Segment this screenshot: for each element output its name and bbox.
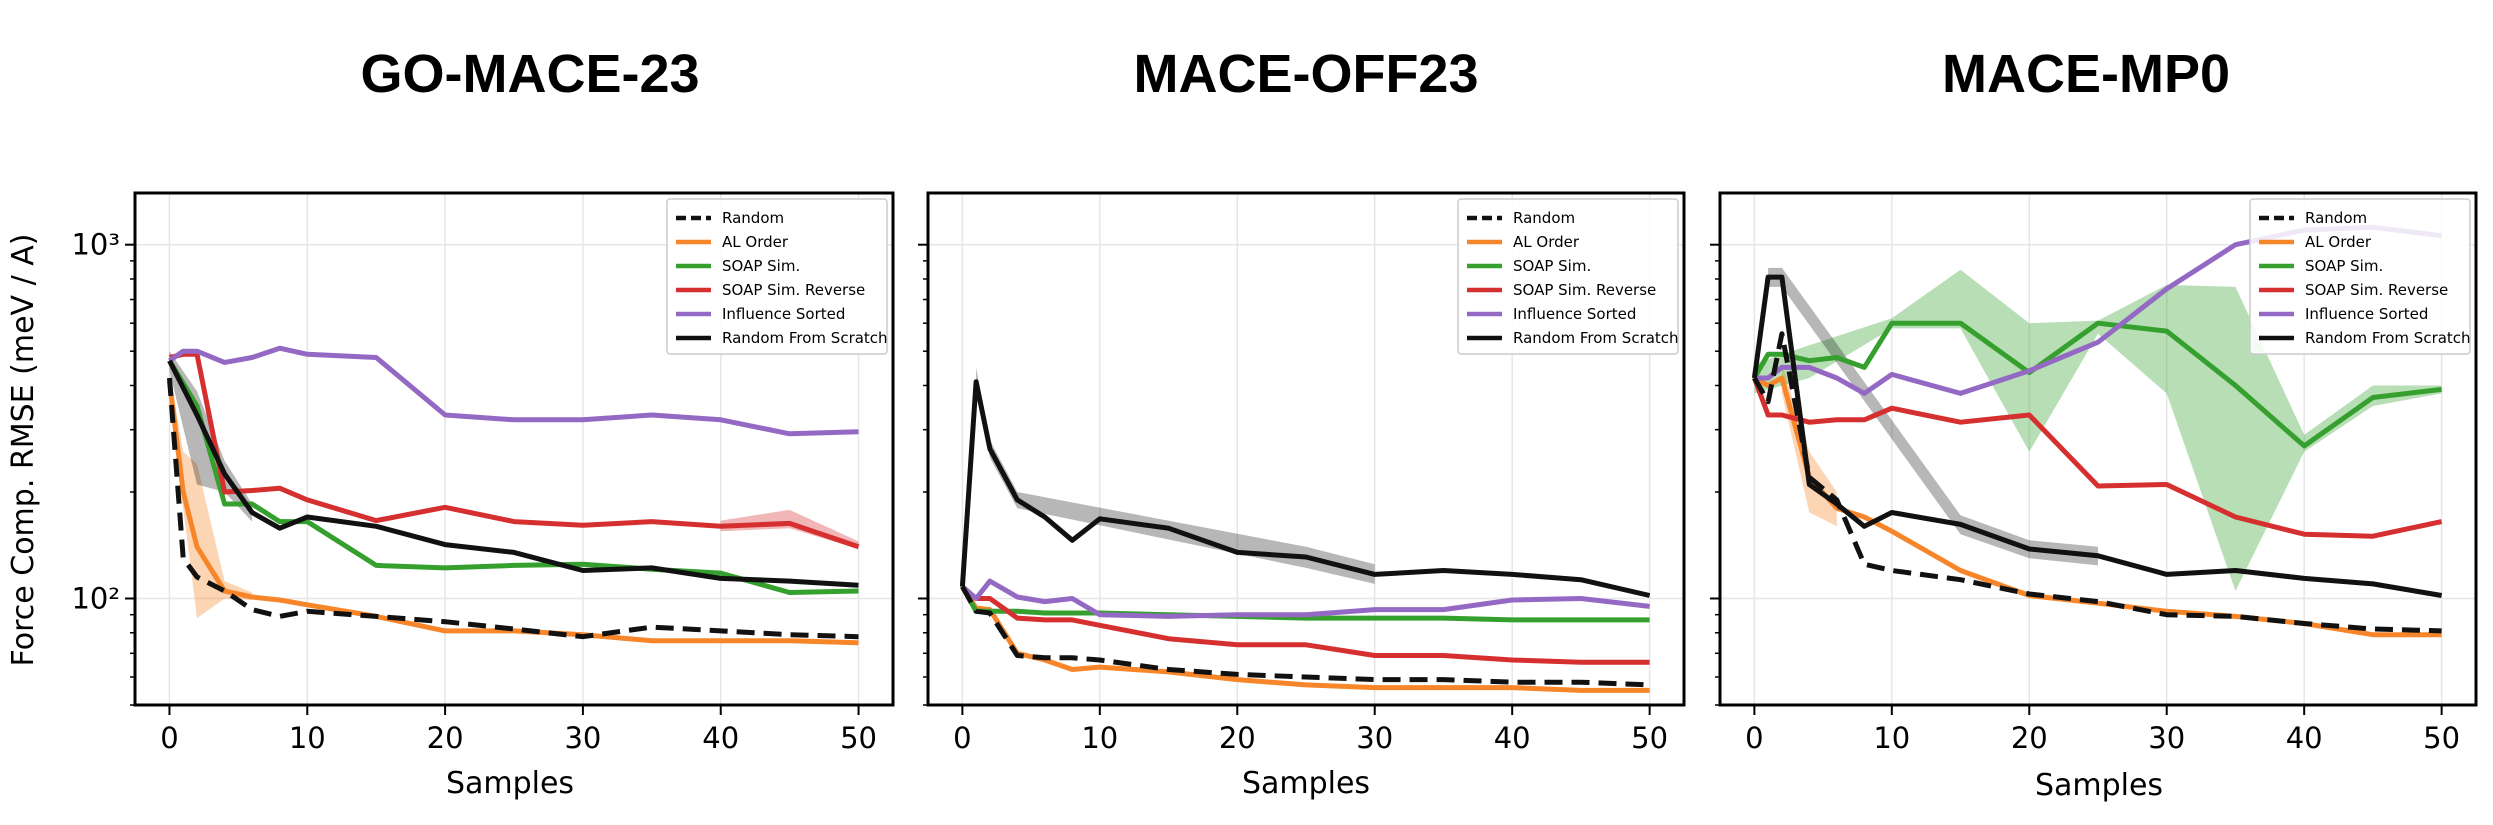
y-tick-label: 10³ bbox=[71, 228, 120, 262]
series-line-soap-sim-reverse bbox=[960, 584, 1650, 665]
series-line-random bbox=[167, 377, 859, 640]
series-line-soap-sim bbox=[167, 359, 859, 595]
series-line-random-from-scratch bbox=[959, 379, 1651, 598]
panel-mace-mp0: MACE-MP0 Samples 0 10 20 30 40 50 Random AL Ord… bbox=[1710, 44, 2478, 803]
series-line-influence-sorted bbox=[168, 345, 859, 437]
legend-label: SOAP Sim. bbox=[722, 257, 800, 275]
plot-frame bbox=[926, 191, 1686, 707]
panel-title: MACE-OFF23 bbox=[1133, 44, 1478, 104]
x-tick-label: 20 bbox=[427, 721, 464, 755]
legend-label: SOAP Sim. Reverse bbox=[1513, 281, 1656, 299]
legend-label: Influence Sorted bbox=[2305, 305, 2428, 323]
legend-label: AL Order bbox=[2305, 233, 2372, 251]
x-axis-label: Samples bbox=[1242, 766, 1370, 801]
panel-title: GO-MACE-23 bbox=[360, 44, 699, 104]
y-tick-label: 10² bbox=[71, 581, 120, 615]
band-soap-sim bbox=[1754, 269, 2442, 591]
x-tick-label: 50 bbox=[1631, 721, 1668, 755]
series-line-influence-sorted bbox=[960, 578, 1650, 619]
legend-box bbox=[1457, 198, 1679, 355]
x-tick-label: 0 bbox=[953, 721, 971, 755]
plot-frame bbox=[1718, 191, 2478, 707]
legend-label: AL Order bbox=[722, 233, 789, 251]
x-tick-label: 30 bbox=[2148, 721, 2185, 755]
x-tick-label: 30 bbox=[1356, 721, 1393, 755]
panel-title: MACE-MP0 bbox=[1942, 44, 2230, 104]
x-tick-label: 40 bbox=[702, 721, 739, 755]
series-line-soap-sim-reverse bbox=[168, 351, 860, 550]
legend-label: SOAP Sim. bbox=[2305, 257, 2383, 275]
x-axis-label: Samples bbox=[446, 766, 574, 801]
series-line-random-from-scratch bbox=[167, 359, 859, 588]
x-tick-label: 50 bbox=[840, 721, 877, 755]
legend: Random AL Order SOAP Sim. SOAP Sim. Reverse… bbox=[2249, 198, 2471, 355]
x-tick-label: 10 bbox=[1873, 721, 1910, 755]
series-line-soap-sim-reverse bbox=[1752, 377, 2443, 539]
legend-label: Influence Sorted bbox=[722, 305, 845, 323]
x-tick-label: 20 bbox=[1219, 721, 1256, 755]
band-al-order bbox=[169, 370, 253, 619]
legend-box bbox=[666, 198, 888, 355]
x-tick-label: 10 bbox=[289, 721, 326, 755]
legend-label: AL Order bbox=[1513, 233, 1580, 251]
x-tick-label: 0 bbox=[160, 721, 178, 755]
y-axis-label: Force Comp. RMSE (meV / A) bbox=[6, 234, 41, 667]
panel-mace-off23: MACE-OFF23 Samples 0 10 20 30 40 50 Random AL O… bbox=[918, 44, 1686, 801]
x-tick-label: 20 bbox=[2011, 721, 2048, 755]
x-tick-label: 50 bbox=[2423, 721, 2460, 755]
legend-label: Random bbox=[722, 209, 784, 227]
legend: Random AL Order SOAP Sim. SOAP Sim. Reverse… bbox=[666, 198, 888, 355]
panel-go-mace-23: GO-MACE-23 Samples 0 10 20 30 40 50 10² 10³ Rand… bbox=[71, 44, 895, 801]
series-line-random bbox=[1752, 331, 2442, 634]
legend: Random AL Order SOAP Sim. SOAP Sim. Reverse… bbox=[1457, 198, 1679, 355]
legend-label: Random From Scratch bbox=[722, 329, 888, 347]
legend-label: Influence Sorted bbox=[1513, 305, 1636, 323]
band-random-from-scratch bbox=[1768, 267, 2098, 566]
plot-area: 0 10 20 30 40 50 Random AL Order SOAP Sim. SOAP S… bbox=[918, 191, 1686, 755]
plot-area: 0 10 20 30 40 50 Random AL Order SOAP Sim. SOAP S… bbox=[1710, 191, 2478, 755]
legend-label: Random bbox=[1513, 209, 1575, 227]
legend-label: SOAP Sim. Reverse bbox=[722, 281, 865, 299]
x-tick-label: 40 bbox=[2286, 721, 2323, 755]
plot-area: 0 10 20 30 40 50 10² 10³ Random AL Order SOAP Sim.… bbox=[71, 191, 895, 755]
x-tick-label: 40 bbox=[1494, 721, 1531, 755]
legend-label: SOAP Sim. Reverse bbox=[2305, 281, 2448, 299]
series-line-random bbox=[960, 585, 1650, 688]
legend-label: Random bbox=[2305, 209, 2367, 227]
x-axis-label: Samples bbox=[2035, 768, 2163, 803]
x-tick-label: 10 bbox=[1081, 721, 1118, 755]
x-tick-label: 0 bbox=[1745, 721, 1763, 755]
band-random-from-scratch bbox=[976, 367, 1375, 584]
legend-label: SOAP Sim. bbox=[1513, 257, 1591, 275]
band-soap-sim-reverse bbox=[720, 509, 859, 549]
legend-label: Random From Scratch bbox=[1513, 329, 1679, 347]
x-tick-label: 30 bbox=[564, 721, 601, 755]
legend-box bbox=[2249, 198, 2471, 355]
legend-label: Random From Scratch bbox=[2305, 329, 2471, 347]
series-line-random-from-scratch bbox=[1751, 274, 2443, 598]
plot-frame bbox=[133, 191, 895, 707]
